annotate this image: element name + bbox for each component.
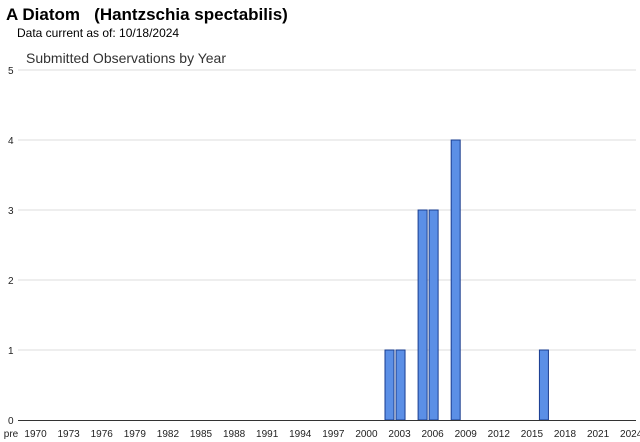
x-tick-label: 1997 bbox=[322, 429, 345, 440]
bar-2003 bbox=[395, 349, 406, 421]
x-tick-label: 2003 bbox=[388, 429, 411, 440]
y-tick-label: 1 bbox=[8, 346, 14, 357]
x-tick-label: 1991 bbox=[256, 429, 279, 440]
x-tick-label: 1970 bbox=[24, 429, 47, 440]
y-tick-label: 2 bbox=[8, 276, 14, 287]
x-tick-label: 2006 bbox=[422, 429, 445, 440]
chart-title: Submitted Observations by Year bbox=[26, 50, 226, 66]
x-tick-label: 1979 bbox=[124, 429, 147, 440]
x-tick-label: 1973 bbox=[58, 429, 81, 440]
x-tick-label: 2000 bbox=[355, 429, 378, 440]
bar-2006 bbox=[428, 209, 439, 421]
x-tick-label: 1994 bbox=[289, 429, 312, 440]
gridlines bbox=[18, 69, 636, 351]
x-tick-label: 2009 bbox=[455, 429, 478, 440]
x-tick-label: pre bbox=[4, 429, 19, 440]
x-tick-label: 2024 bbox=[620, 429, 640, 440]
x-tick-label: 2012 bbox=[488, 429, 511, 440]
data-current-as-of: Data current as of: 10/18/2024 bbox=[17, 26, 180, 40]
x-tick-label: 2018 bbox=[554, 429, 577, 440]
x-tick-label: 1985 bbox=[190, 429, 213, 440]
bar-2016 bbox=[538, 349, 549, 421]
x-tick-label: 1982 bbox=[157, 429, 180, 440]
page-title: A Diatom (Hantzschia spectabilis) bbox=[6, 5, 288, 24]
y-tick-labels: 0 1 2 3 4 5 bbox=[8, 66, 14, 427]
x-tick-labels: pre 1970 1973 1976 1979 1982 1985 1988 1991 1994 1… bbox=[4, 429, 640, 440]
y-tick-label: 5 bbox=[8, 66, 14, 77]
x-tick-label: 1988 bbox=[223, 429, 246, 440]
x-tick-label: 2021 bbox=[587, 429, 610, 440]
y-tick-label: 0 bbox=[8, 416, 14, 427]
bar-2005 bbox=[417, 209, 428, 421]
x-tick-label: 2015 bbox=[521, 429, 544, 440]
y-tick-label: 3 bbox=[8, 206, 14, 217]
bar-2008 bbox=[450, 139, 461, 421]
y-tick-label: 4 bbox=[8, 136, 14, 147]
x-tick-label: 1976 bbox=[91, 429, 114, 440]
bar-2002 bbox=[384, 349, 395, 421]
